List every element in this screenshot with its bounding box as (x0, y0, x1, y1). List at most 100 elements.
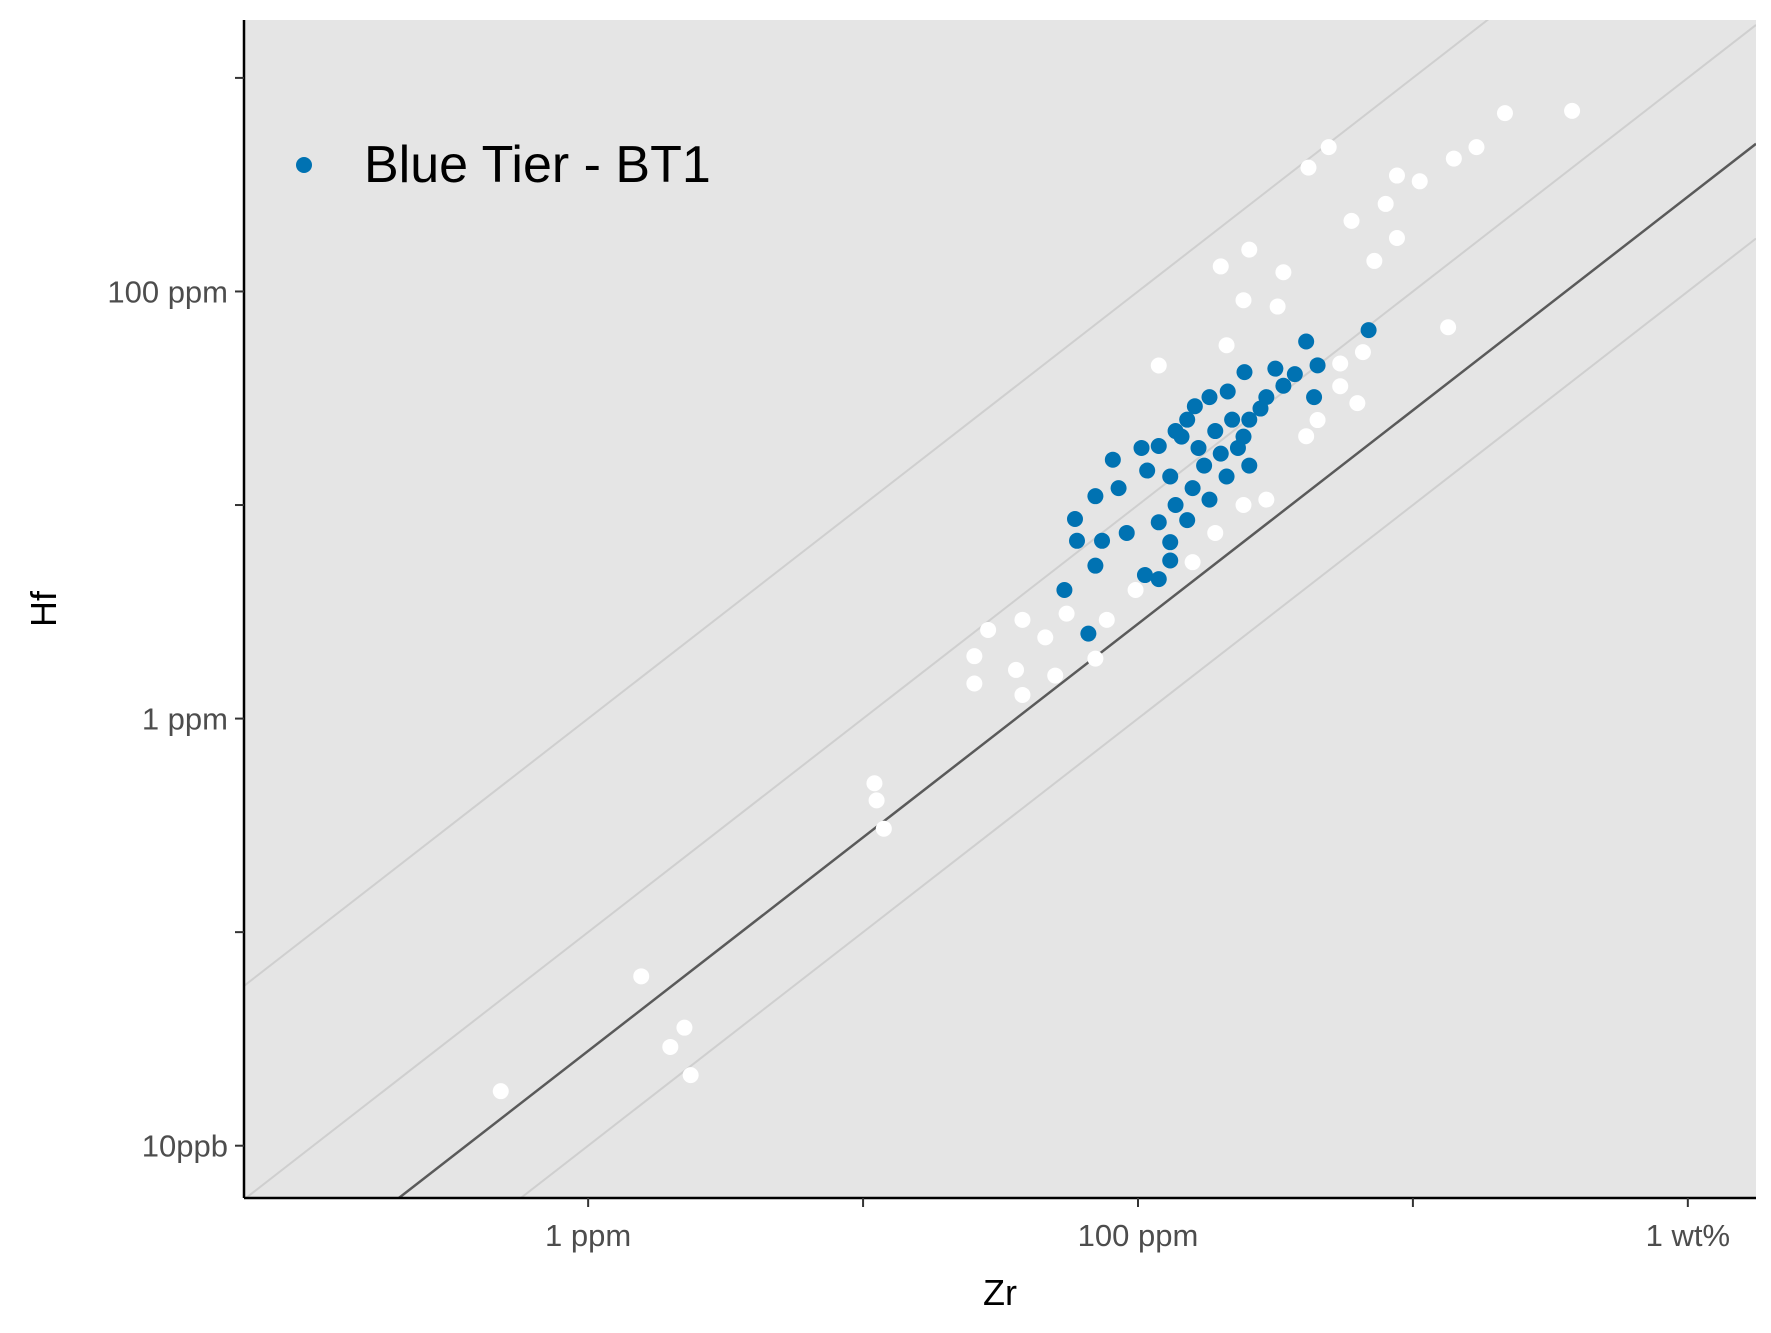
data-point (1162, 552, 1179, 569)
data-point (1162, 468, 1179, 485)
data-point (1201, 389, 1218, 406)
y-axis-title: Hf (23, 590, 64, 627)
data-point (1087, 557, 1104, 574)
y-tick-label: 1 ppm (142, 702, 228, 737)
data-point (1179, 411, 1196, 428)
data-point (662, 1038, 679, 1055)
data-point (1047, 667, 1064, 684)
data-point (1332, 378, 1349, 395)
data-point (1241, 411, 1258, 428)
data-point (1139, 462, 1156, 479)
data-point (1286, 366, 1303, 383)
data-point (1150, 357, 1167, 374)
x-tick-label: 100 ppm (1078, 1218, 1199, 1253)
ratio-line (244, 24, 1756, 1198)
data-point (1212, 445, 1229, 462)
data-point (1133, 439, 1150, 456)
data-point (1150, 571, 1167, 588)
data-point (633, 968, 650, 985)
data-point (1309, 412, 1326, 429)
data-point (1332, 355, 1349, 372)
data-point (682, 1067, 699, 1084)
data-point (1564, 102, 1581, 119)
data-point (492, 1083, 509, 1100)
data-point (1098, 611, 1115, 628)
x-tick-label: 1 wt% (1646, 1218, 1730, 1253)
data-point (1267, 360, 1284, 377)
data-point (1320, 139, 1337, 156)
data-point (966, 675, 983, 692)
data-point (1186, 398, 1203, 415)
data-point (1058, 605, 1075, 622)
data-point (1190, 439, 1207, 456)
data-point (1388, 229, 1405, 246)
data-point (1219, 383, 1236, 400)
data-point (1184, 480, 1201, 497)
y-tick-label: 100 ppm (107, 274, 228, 309)
data-point (1366, 252, 1383, 269)
ratio-line (519, 237, 1756, 1198)
data-point (1468, 139, 1485, 156)
data-point (1201, 491, 1218, 508)
ratio-line (396, 142, 1756, 1198)
data-point (868, 792, 885, 809)
data-point (1300, 159, 1317, 176)
data-point (1087, 650, 1104, 667)
data-point (1306, 389, 1323, 406)
data-point (1094, 532, 1111, 549)
legend-label: Blue Tier - BT1 (364, 136, 711, 194)
data-point (1298, 428, 1315, 445)
data-point (1207, 423, 1224, 440)
y-tick-label: 10ppb (142, 1129, 228, 1164)
data-point (1269, 298, 1286, 315)
data-point (1388, 167, 1405, 184)
data-point (1411, 173, 1428, 190)
data-point (1179, 512, 1196, 529)
data-point (866, 775, 883, 792)
data-point (1066, 511, 1083, 528)
data-point (1275, 264, 1292, 281)
data-point (1104, 451, 1121, 468)
data-point (1309, 357, 1326, 374)
data-point (1167, 423, 1184, 440)
data-point (1377, 195, 1394, 212)
ratio-line (244, 20, 1490, 987)
x-tick-label: 1 ppm (545, 1218, 631, 1253)
data-point (1110, 480, 1127, 497)
data-point (1218, 468, 1235, 485)
data-point (1236, 364, 1253, 381)
data-point (1218, 337, 1235, 354)
data-point (1167, 497, 1184, 514)
data-point (1445, 150, 1462, 167)
data-point (1207, 524, 1224, 541)
data-point (1118, 524, 1135, 541)
legend-marker (296, 157, 312, 173)
plot-area (244, 20, 1756, 1198)
data-point (1014, 611, 1031, 628)
data-point (980, 621, 997, 638)
data-point (1496, 105, 1513, 122)
data-point (1150, 514, 1167, 531)
data-point (1275, 377, 1292, 394)
data-point (1224, 411, 1241, 428)
data-point (1440, 319, 1457, 336)
data-point (1360, 322, 1377, 339)
data-point (1162, 534, 1179, 551)
x-axis-title: Zr (983, 1272, 1017, 1313)
data-point (1127, 582, 1144, 599)
data-point (1258, 491, 1275, 508)
data-point (1241, 457, 1258, 474)
data-point (1008, 661, 1025, 678)
plot-panel (244, 20, 1756, 1198)
data-point (1150, 437, 1167, 454)
data-point (1258, 389, 1275, 406)
data-point (1014, 686, 1031, 703)
data-point (1068, 532, 1085, 549)
data-point (1212, 258, 1229, 275)
data-point (1241, 241, 1258, 258)
data-point (1184, 554, 1201, 571)
data-point (676, 1019, 693, 1036)
data-point (1349, 395, 1366, 412)
